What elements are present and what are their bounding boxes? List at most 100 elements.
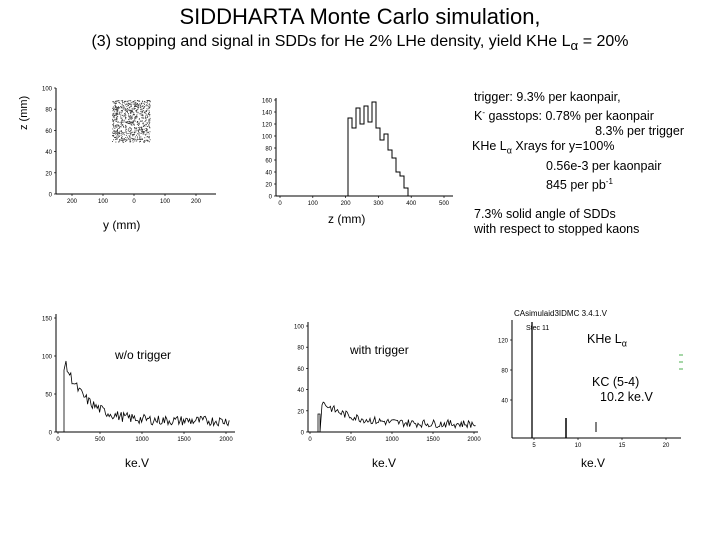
scatter-point (132, 139, 133, 141)
scatter-point (117, 130, 118, 132)
scatter-point (141, 106, 143, 108)
scatter-point (132, 121, 133, 123)
scatter-point (126, 139, 128, 141)
scatter-point (120, 107, 122, 109)
info-line-3: 8.3% per trigger (595, 124, 684, 139)
scatter-point (123, 108, 125, 110)
scatter-point (118, 141, 119, 143)
scatter-point (138, 100, 140, 102)
scatter-point (145, 117, 147, 119)
scatter-point (117, 106, 119, 108)
zprof-y-ticks: 160 140 120 100 80 60 40 20 0 (262, 99, 276, 201)
wt-x-ticks: 0 500 1000 1500 2000 (308, 432, 481, 443)
scatter-point (146, 100, 148, 101)
scatter-point (149, 127, 151, 128)
scatter-point (115, 136, 117, 138)
scatter-point (128, 138, 130, 140)
scatter-point (143, 106, 145, 108)
scatter-point (140, 126, 142, 128)
scatter-point (113, 101, 115, 103)
scatter-point (135, 103, 137, 105)
scatter-point (140, 114, 142, 116)
scatter-point (130, 109, 132, 111)
scatter-point (112, 113, 114, 114)
scatter-point (128, 115, 130, 117)
scatter-point (131, 107, 133, 109)
scatter-point (146, 111, 147, 112)
scatter-point (117, 108, 119, 110)
scatter-point (118, 132, 120, 134)
scatter-point (126, 103, 128, 105)
scatter-point (142, 100, 143, 102)
scatter-point (117, 122, 119, 123)
wo-x-tick-label: 1000 (135, 437, 149, 443)
scatter-point (137, 129, 139, 131)
scatter-point (130, 103, 132, 105)
scatter-point (148, 107, 150, 109)
info-line-2-rest: gasstops: 0.78% per kaonpair (485, 109, 654, 124)
scatter-point (117, 136, 119, 138)
spectrum-y-tick-label: 40 (501, 399, 508, 405)
scatter-point (130, 137, 132, 139)
scatter-point (131, 105, 132, 107)
wt-y-tick-label: 0 (301, 431, 305, 437)
scatter-point (142, 120, 143, 122)
scatter-point (140, 102, 142, 104)
scatter-point (117, 110, 119, 112)
scatter-point (120, 134, 122, 136)
scatter-point (130, 104, 132, 106)
scatter-point (136, 109, 137, 111)
scatter-point (128, 129, 130, 131)
scatter-point (118, 107, 120, 109)
scatter-point (126, 101, 128, 103)
scatter-point (142, 111, 144, 113)
scatter-point (126, 133, 128, 134)
scatter-point (123, 119, 125, 121)
scatter-point (135, 102, 137, 104)
scatter-point (140, 105, 142, 107)
scatter-point (136, 114, 138, 116)
scatter-point (129, 126, 131, 128)
scatter-point (123, 106, 124, 108)
scatter-point (129, 122, 131, 124)
wt-x-tick-label: 500 (346, 437, 357, 443)
scatter-point (139, 106, 141, 108)
scatter-point (125, 100, 127, 102)
kev-label-1: ke.V (125, 456, 150, 470)
scatter-point (113, 123, 114, 125)
scatter-point (128, 107, 130, 109)
scatter-point (142, 129, 144, 130)
scatter-point (118, 125, 120, 127)
scatter-point (136, 122, 138, 123)
scatter-point (131, 131, 133, 133)
scatter-point (128, 118, 129, 120)
scatter-point (143, 107, 145, 109)
scatter-point (130, 129, 132, 131)
scatter-point (134, 108, 136, 109)
scatter-point (136, 111, 138, 113)
scatter-point (138, 107, 139, 109)
zprof-y-tick-label: 100 (262, 135, 273, 141)
scatter-point (138, 132, 140, 134)
scatter-point (146, 129, 148, 131)
scatter-point (134, 134, 135, 136)
scatter-x-tick-label: 0 (132, 199, 136, 205)
scatter-point (149, 101, 151, 103)
scatter-point (137, 103, 138, 104)
scatter-point (114, 132, 116, 134)
scatter-point (129, 136, 131, 138)
scatter-point (142, 115, 144, 117)
scatter-point (139, 138, 140, 140)
scatter-point (137, 133, 139, 135)
scatter-point (134, 129, 136, 131)
scatter-point (134, 104, 136, 105)
scatter-point (131, 111, 133, 112)
scatter-point (130, 113, 132, 114)
scatter-point (127, 109, 129, 111)
scatter-point (138, 104, 140, 106)
scatter-point (121, 136, 123, 138)
scatter-point (133, 109, 135, 110)
scatter-point (113, 120, 114, 122)
scatter-point (112, 101, 114, 103)
scatter-point (125, 141, 127, 142)
